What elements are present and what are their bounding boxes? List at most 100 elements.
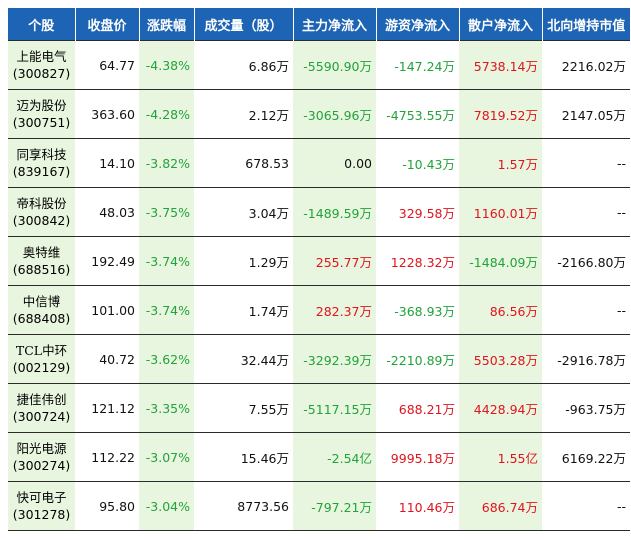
close-price-cell: 95.80 (75, 481, 139, 531)
main-inflow-cell: -1489.59万 (293, 187, 376, 237)
volume-cell: 32.44万 (194, 334, 293, 384)
main-inflow-cell: -5117.15万 (293, 383, 376, 433)
main-inflow-cell: 255.77万 (293, 236, 376, 286)
main-inflow-cell: -3292.39万 (293, 334, 376, 384)
retail-inflow-cell: 4428.94万 (459, 383, 542, 433)
hot-inflow-cell: -4753.55万 (376, 89, 459, 139)
north-holding-cell: -- (542, 187, 630, 237)
volume-cell: 8773.56 (194, 481, 293, 531)
retail-inflow-cell: 5738.14万 (459, 40, 542, 90)
north-holding-cell: 6169.22万 (542, 432, 630, 482)
table-row: 帝科股份 (300842) 48.03 -3.75% 3.04万 -1489.59万 329… (8, 187, 630, 237)
north-holding-cell: -2166.80万 (542, 236, 630, 286)
stock-name: 帝科股份 (16, 196, 67, 211)
change-cell: -3.62% (139, 334, 194, 384)
change-cell: -3.75% (139, 187, 194, 237)
stock-name-cell: 快可电子 (301278) (8, 481, 75, 531)
table-row: 迈为股份 (300751) 363.60 -4.28% 2.12万 -3065.96万 -4… (8, 89, 630, 139)
change-cell: -3.74% (139, 285, 194, 335)
stock-code: (002129) (12, 360, 71, 375)
close-price-cell: 48.03 (75, 187, 139, 237)
close-price-cell: 121.12 (75, 383, 139, 433)
stock-name: 迈为股份 (16, 98, 67, 113)
stock-code: (300274) (12, 458, 71, 473)
hot-inflow-cell: 9995.18万 (376, 432, 459, 482)
stock-code: (300751) (12, 115, 71, 130)
header-stock: 个股 (8, 8, 76, 41)
header-main-inflow: 主力净流入 (293, 8, 377, 41)
hot-inflow-cell: -10.43万 (376, 138, 459, 188)
table-row: TCL中环 (002129) 40.72 -3.62% 32.44万 -3292.39万 -… (8, 334, 630, 384)
table-row: 捷佳伟创 (300724) 121.12 -3.35% 7.55万 -5117.15万 68… (8, 383, 630, 433)
stock-name: 同享科技 (16, 147, 67, 162)
retail-inflow-cell: 5503.28万 (459, 334, 542, 384)
main-inflow-cell: -2.54亿 (293, 432, 376, 482)
change-cell: -3.07% (139, 432, 194, 482)
table-header-row: 个股 收盘价 涨跌幅 成交量（股） 主力净流入 游资净流入 散户净流入 北向增持… (8, 8, 630, 41)
north-holding-cell: -- (542, 138, 630, 188)
header-volume: 成交量（股） (194, 8, 294, 41)
change-cell: -3.04% (139, 481, 194, 531)
north-holding-cell: -2916.78万 (542, 334, 630, 384)
main-inflow-cell: -5590.90万 (293, 40, 376, 90)
stock-name: 捷佳伟创 (16, 392, 67, 407)
header-change: 涨跌幅 (139, 8, 195, 41)
stock-name-cell: 同享科技 (839167) (8, 138, 75, 188)
stock-name-cell: TCL中环 (002129) (8, 334, 75, 384)
stock-name: 上能电气 (16, 49, 67, 64)
stock-name-cell: 阳光电源 (300274) (8, 432, 75, 482)
stock-name-cell: 迈为股份 (300751) (8, 89, 75, 139)
hot-inflow-cell: -368.93万 (376, 285, 459, 335)
close-price-cell: 112.22 (75, 432, 139, 482)
stock-code: (300827) (12, 66, 71, 81)
stock-name: TCL中环 (15, 343, 68, 358)
stock-name: 阳光电源 (16, 441, 67, 456)
table-row: 快可电子 (301278) 95.80 -3.04% 8773.56 -797.21万 11… (8, 481, 630, 531)
close-price-cell: 64.77 (75, 40, 139, 90)
volume-cell: 6.86万 (194, 40, 293, 90)
main-inflow-cell: 282.37万 (293, 285, 376, 335)
hot-inflow-cell: 329.58万 (376, 187, 459, 237)
north-holding-cell: -- (542, 285, 630, 335)
close-price-cell: 363.60 (75, 89, 139, 139)
hot-inflow-cell: 688.21万 (376, 383, 459, 433)
hot-inflow-cell: -2210.89万 (376, 334, 459, 384)
stock-name: 奥特维 (22, 245, 61, 260)
table-row: 同享科技 (839167) 14.10 -3.82% 678.53 0.00 -10.43万… (8, 138, 630, 188)
hot-inflow-cell: 1228.32万 (376, 236, 459, 286)
stock-code: (688516) (12, 262, 71, 277)
retail-inflow-cell: 7819.52万 (459, 89, 542, 139)
stock-code: (688408) (12, 311, 71, 326)
change-cell: -4.38% (139, 40, 194, 90)
stock-name-cell: 捷佳伟创 (300724) (8, 383, 75, 433)
change-cell: -4.28% (139, 89, 194, 139)
retail-inflow-cell: 1.55亿 (459, 432, 542, 482)
main-inflow-cell: 0.00 (293, 138, 376, 188)
volume-cell: 678.53 (194, 138, 293, 188)
change-cell: -3.74% (139, 236, 194, 286)
stock-code: (300724) (12, 409, 71, 424)
close-price-cell: 14.10 (75, 138, 139, 188)
retail-inflow-cell: 1160.01万 (459, 187, 542, 237)
stock-name: 中信博 (22, 294, 61, 309)
header-retail-inflow: 散户净流入 (459, 8, 543, 41)
stock-name-cell: 上能电气 (300827) (8, 40, 75, 90)
volume-cell: 15.46万 (194, 432, 293, 482)
main-inflow-cell: -3065.96万 (293, 89, 376, 139)
change-cell: -3.82% (139, 138, 194, 188)
volume-cell: 1.74万 (194, 285, 293, 335)
north-holding-cell: -- (542, 481, 630, 531)
table-row: 奥特维 (688516) 192.49 -3.74% 1.29万 255.77万 1228.… (8, 236, 630, 286)
stock-name-cell: 中信博 (688408) (8, 285, 75, 335)
hot-inflow-cell: -147.24万 (376, 40, 459, 90)
volume-cell: 2.12万 (194, 89, 293, 139)
stock-name-cell: 奥特维 (688516) (8, 236, 75, 286)
close-price-cell: 101.00 (75, 285, 139, 335)
stock-flow-table: 个股 收盘价 涨跌幅 成交量（股） 主力净流入 游资净流入 散户净流入 北向增持… (8, 8, 630, 531)
table-row: 中信博 (688408) 101.00 -3.74% 1.74万 282.37万 -368.… (8, 285, 630, 335)
header-hot-inflow: 游资净流入 (376, 8, 460, 41)
north-holding-cell: 2147.05万 (542, 89, 630, 139)
stock-code: (300842) (12, 213, 71, 228)
header-close: 收盘价 (75, 8, 140, 41)
retail-inflow-cell: 686.74万 (459, 481, 542, 531)
